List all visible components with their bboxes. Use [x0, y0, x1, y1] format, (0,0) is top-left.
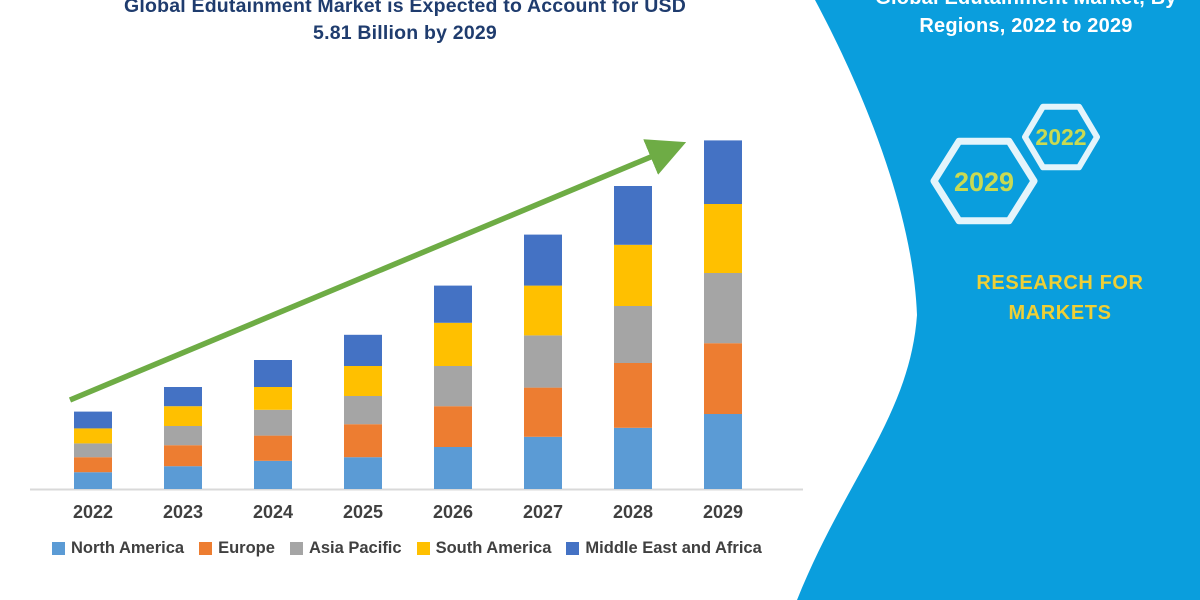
- bar-segment-2029-middle-east-and-africa: [704, 140, 742, 204]
- bar-segment-2023-middle-east-and-africa: [164, 387, 202, 407]
- bar-segment-2023-europe: [164, 445, 202, 467]
- bar-segment-2027-middle-east-and-africa: [524, 234, 562, 286]
- bar-segment-2027-south-america: [524, 285, 562, 336]
- hexagon-outline-2022: [1022, 103, 1100, 171]
- x-axis-label-2029: 2029: [703, 502, 743, 522]
- trend-arrow: [68, 139, 687, 403]
- bar-segment-2024-south-america: [254, 387, 292, 410]
- chart-title-line1: Global Edutainment Market is Expected to…: [124, 0, 686, 17]
- bar-segment-2022-asia-pacific: [74, 443, 112, 458]
- legend-item-europe: Europe: [199, 539, 275, 558]
- x-axis-label-2027: 2027: [523, 502, 563, 522]
- brand-text-line1: RESEARCH FOR: [976, 272, 1144, 294]
- legend-swatch-middle-east-and-africa: [566, 542, 580, 555]
- bar-segment-2022-middle-east-and-africa: [74, 411, 112, 429]
- x-axis-label-2022: 2022: [73, 502, 113, 522]
- legend-swatch-north-america: [52, 542, 65, 555]
- bar-segment-2028-asia-pacific: [614, 306, 652, 363]
- side-panel-heading-line1: Global Edutainment Market, By: [858, 0, 1194, 12]
- legend-swatch-europe: [199, 542, 213, 555]
- hexagon-badge-2022: 2022: [1022, 103, 1100, 171]
- bar-segment-2026-north-america: [434, 447, 472, 489]
- bar-segment-2029-south-america: [704, 204, 742, 273]
- bar-segment-2024-asia-pacific: [254, 409, 292, 436]
- legend-label-south-america: South America: [435, 539, 552, 557]
- chart-title-line2: 5.81 Billion by 2029: [313, 22, 497, 44]
- bar-segment-2028-middle-east-and-africa: [614, 186, 652, 245]
- bars-group: [74, 140, 742, 489]
- bar-segment-2024-middle-east-and-africa: [254, 360, 292, 387]
- hexagon-outline-2029: [930, 137, 1038, 225]
- bar-segment-2028-north-america: [614, 427, 652, 489]
- x-axis-label-2026: 2026: [433, 502, 473, 522]
- bar-segment-2027-europe: [524, 387, 562, 437]
- brand-text-line2: MARKETS: [1008, 302, 1112, 324]
- x-axis-label-2023: 2023: [163, 502, 203, 522]
- bar-segment-2024-europe: [254, 435, 292, 461]
- bar-segment-2025-europe: [344, 424, 382, 458]
- bar-segment-2023-north-america: [164, 466, 202, 489]
- chart-title: Global Edutainment Market is Expected to…: [40, 0, 770, 47]
- bar-segment-2026-asia-pacific: [434, 366, 472, 407]
- bar-segment-2022-south-america: [74, 428, 112, 444]
- legend-item-north-america: North America: [52, 539, 184, 558]
- bar-segment-2028-europe: [614, 363, 652, 428]
- bar-segment-2023-asia-pacific: [164, 426, 202, 446]
- bar-segment-2029-asia-pacific: [704, 273, 742, 344]
- legend-item-asia-pacific: Asia Pacific: [289, 539, 402, 558]
- x-axis-label-2024: 2024: [253, 502, 293, 522]
- legend-label-north-america: North America: [71, 539, 185, 557]
- chart-legend: North America Europe Asia Pacific South Ame…: [52, 539, 812, 558]
- bar-segment-2027-asia-pacific: [524, 335, 562, 388]
- bar-segment-2025-north-america: [344, 457, 382, 489]
- legend-swatch-south-america: [416, 542, 430, 555]
- legend-label-asia-pacific: Asia Pacific: [308, 539, 402, 557]
- bar-segment-2027-north-america: [524, 436, 562, 489]
- bar-segment-2025-asia-pacific: [344, 396, 382, 425]
- hexagon-label-2029: 2029: [954, 167, 1014, 197]
- bar-segment-2022-europe: [74, 457, 112, 473]
- legend-swatch-asia-pacific: [289, 542, 303, 555]
- legend-label-middle-east-and-africa: Middle East and Africa: [585, 539, 762, 557]
- legend-item-middle-east-and-africa: Middle East and Africa: [566, 539, 762, 558]
- hexagon-badge-2029: 2029: [930, 137, 1038, 225]
- bar-segment-2024-north-america: [254, 460, 292, 489]
- x-axis-labels: 2022 2023 2024 2025 2026 2027 2028 2029: [73, 502, 743, 522]
- hexagon-label-2022: 2022: [1035, 124, 1086, 150]
- x-axis-label-2028: 2028: [613, 502, 653, 522]
- bar-segment-2028-south-america: [614, 244, 652, 306]
- bar-segment-2026-south-america: [434, 322, 472, 366]
- bar-segment-2026-europe: [434, 406, 472, 447]
- bar-segment-2022-north-america: [74, 472, 112, 489]
- side-panel-heading-line2: Regions, 2022 to 2029: [919, 15, 1133, 37]
- bar-segment-2029-north-america: [704, 414, 742, 489]
- bar-segment-2023-south-america: [164, 406, 202, 426]
- brand-text: RESEARCH FOR MARKETS: [930, 268, 1190, 328]
- bar-segment-2025-middle-east-and-africa: [344, 334, 382, 366]
- bar-segment-2026-middle-east-and-africa: [434, 285, 472, 323]
- bar-segment-2029-europe: [704, 343, 742, 414]
- legend-item-south-america: South America: [416, 539, 552, 558]
- bar-segment-2025-south-america: [344, 366, 382, 396]
- side-panel-heading: Global Edutainment Market, By Regions, 2…: [858, 0, 1194, 40]
- legend-label-europe: Europe: [218, 539, 275, 557]
- side-panel-background: [797, 0, 1200, 600]
- x-axis-label-2025: 2025: [343, 502, 383, 522]
